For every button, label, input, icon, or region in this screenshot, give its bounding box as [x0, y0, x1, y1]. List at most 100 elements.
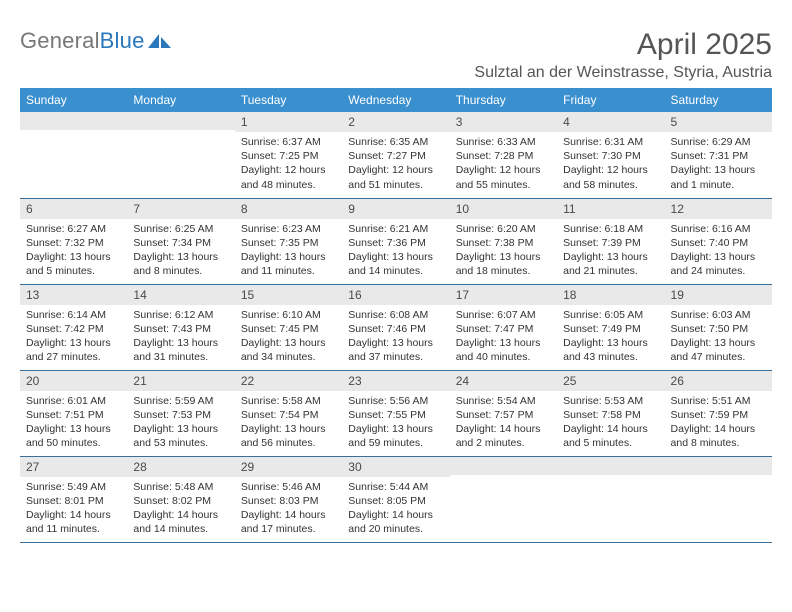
calendar-day-cell: 16Sunrise: 6:08 AMSunset: 7:46 PMDayligh…	[342, 284, 449, 370]
sunset-text: Sunset: 7:35 PM	[241, 236, 336, 250]
sunrise-text: Sunrise: 6:05 AM	[563, 308, 658, 322]
daylight-text: Daylight: 14 hours and 11 minutes.	[26, 508, 121, 536]
month-title: April 2025	[474, 28, 772, 62]
day-details: Sunrise: 6:07 AMSunset: 7:47 PMDaylight:…	[450, 305, 557, 368]
title-block: April 2025 Sulztal an der Weinstrasse, S…	[474, 28, 772, 82]
day-number: 23	[342, 371, 449, 391]
sunset-text: Sunset: 7:59 PM	[671, 408, 766, 422]
sunrise-text: Sunrise: 6:29 AM	[671, 135, 766, 149]
calendar-table: Sunday Monday Tuesday Wednesday Thursday…	[20, 88, 772, 543]
calendar-day-cell: 29Sunrise: 5:46 AMSunset: 8:03 PMDayligh…	[235, 456, 342, 542]
sunset-text: Sunset: 7:51 PM	[26, 408, 121, 422]
calendar-day-cell: 15Sunrise: 6:10 AMSunset: 7:45 PMDayligh…	[235, 284, 342, 370]
sunrise-text: Sunrise: 5:49 AM	[26, 480, 121, 494]
day-number: 7	[127, 199, 234, 219]
sunset-text: Sunset: 8:02 PM	[133, 494, 228, 508]
daylight-text: Daylight: 13 hours and 43 minutes.	[563, 336, 658, 364]
daylight-text: Daylight: 14 hours and 14 minutes.	[133, 508, 228, 536]
sunset-text: Sunset: 8:05 PM	[348, 494, 443, 508]
sunset-text: Sunset: 7:47 PM	[456, 322, 551, 336]
sunset-text: Sunset: 7:53 PM	[133, 408, 228, 422]
brand-sail-icon	[147, 32, 173, 50]
day-number: 4	[557, 112, 664, 132]
calendar-week-row: 1Sunrise: 6:37 AMSunset: 7:25 PMDaylight…	[20, 112, 772, 198]
day-details: Sunrise: 6:03 AMSunset: 7:50 PMDaylight:…	[665, 305, 772, 368]
sunset-text: Sunset: 7:30 PM	[563, 149, 658, 163]
weekday-header-row: Sunday Monday Tuesday Wednesday Thursday…	[20, 88, 772, 112]
sunset-text: Sunset: 8:03 PM	[241, 494, 336, 508]
sunrise-text: Sunrise: 6:25 AM	[133, 222, 228, 236]
day-number: 21	[127, 371, 234, 391]
day-details: Sunrise: 5:51 AMSunset: 7:59 PMDaylight:…	[665, 391, 772, 454]
calendar-day-cell: 9Sunrise: 6:21 AMSunset: 7:36 PMDaylight…	[342, 198, 449, 284]
sunset-text: Sunset: 7:46 PM	[348, 322, 443, 336]
day-details: Sunrise: 6:23 AMSunset: 7:35 PMDaylight:…	[235, 219, 342, 282]
day-number: 11	[557, 199, 664, 219]
daylight-text: Daylight: 13 hours and 47 minutes.	[671, 336, 766, 364]
calendar-day-cell	[450, 456, 557, 542]
day-details: Sunrise: 6:27 AMSunset: 7:32 PMDaylight:…	[20, 219, 127, 282]
sunrise-text: Sunrise: 6:27 AM	[26, 222, 121, 236]
sunrise-text: Sunrise: 6:03 AM	[671, 308, 766, 322]
sunset-text: Sunset: 7:36 PM	[348, 236, 443, 250]
day-details: Sunrise: 5:44 AMSunset: 8:05 PMDaylight:…	[342, 477, 449, 540]
calendar-body: 1Sunrise: 6:37 AMSunset: 7:25 PMDaylight…	[20, 112, 772, 542]
day-details: Sunrise: 6:10 AMSunset: 7:45 PMDaylight:…	[235, 305, 342, 368]
sunrise-text: Sunrise: 6:35 AM	[348, 135, 443, 149]
daylight-text: Daylight: 12 hours and 48 minutes.	[241, 163, 336, 191]
daylight-text: Daylight: 12 hours and 55 minutes.	[456, 163, 551, 191]
calendar-day-cell	[557, 456, 664, 542]
brand-name-part2: Blue	[100, 28, 145, 53]
day-details: Sunrise: 6:29 AMSunset: 7:31 PMDaylight:…	[665, 132, 772, 195]
brand-name: GeneralBlue	[20, 28, 145, 54]
calendar-head: Sunday Monday Tuesday Wednesday Thursday…	[20, 88, 772, 112]
calendar-day-cell: 6Sunrise: 6:27 AMSunset: 7:32 PMDaylight…	[20, 198, 127, 284]
sunset-text: Sunset: 7:25 PM	[241, 149, 336, 163]
day-number: 8	[235, 199, 342, 219]
day-number	[127, 112, 234, 130]
sunrise-text: Sunrise: 5:58 AM	[241, 394, 336, 408]
day-details: Sunrise: 6:31 AMSunset: 7:30 PMDaylight:…	[557, 132, 664, 195]
day-number	[450, 457, 557, 475]
sunset-text: Sunset: 7:45 PM	[241, 322, 336, 336]
day-details: Sunrise: 6:18 AMSunset: 7:39 PMDaylight:…	[557, 219, 664, 282]
day-number: 16	[342, 285, 449, 305]
day-details: Sunrise: 6:12 AMSunset: 7:43 PMDaylight:…	[127, 305, 234, 368]
calendar-day-cell: 3Sunrise: 6:33 AMSunset: 7:28 PMDaylight…	[450, 112, 557, 198]
calendar-week-row: 13Sunrise: 6:14 AMSunset: 7:42 PMDayligh…	[20, 284, 772, 370]
day-details: Sunrise: 6:16 AMSunset: 7:40 PMDaylight:…	[665, 219, 772, 282]
sunrise-text: Sunrise: 5:51 AM	[671, 394, 766, 408]
calendar-day-cell	[127, 112, 234, 198]
calendar-day-cell: 27Sunrise: 5:49 AMSunset: 8:01 PMDayligh…	[20, 456, 127, 542]
sunrise-text: Sunrise: 6:10 AM	[241, 308, 336, 322]
sunrise-text: Sunrise: 5:53 AM	[563, 394, 658, 408]
daylight-text: Daylight: 13 hours and 53 minutes.	[133, 422, 228, 450]
day-details: Sunrise: 6:01 AMSunset: 7:51 PMDaylight:…	[20, 391, 127, 454]
sunset-text: Sunset: 7:34 PM	[133, 236, 228, 250]
day-number: 12	[665, 199, 772, 219]
day-number: 26	[665, 371, 772, 391]
day-number: 30	[342, 457, 449, 477]
day-details: Sunrise: 5:53 AMSunset: 7:58 PMDaylight:…	[557, 391, 664, 454]
sunset-text: Sunset: 7:31 PM	[671, 149, 766, 163]
day-details: Sunrise: 5:46 AMSunset: 8:03 PMDaylight:…	[235, 477, 342, 540]
day-details: Sunrise: 5:49 AMSunset: 8:01 PMDaylight:…	[20, 477, 127, 540]
day-number	[20, 112, 127, 130]
sunrise-text: Sunrise: 6:01 AM	[26, 394, 121, 408]
calendar-day-cell: 12Sunrise: 6:16 AMSunset: 7:40 PMDayligh…	[665, 198, 772, 284]
calendar-day-cell: 21Sunrise: 5:59 AMSunset: 7:53 PMDayligh…	[127, 370, 234, 456]
day-details: Sunrise: 6:14 AMSunset: 7:42 PMDaylight:…	[20, 305, 127, 368]
day-number: 17	[450, 285, 557, 305]
col-wednesday: Wednesday	[342, 88, 449, 112]
page-header: GeneralBlue April 2025 Sulztal an der We…	[20, 28, 772, 82]
brand-logo: GeneralBlue	[20, 28, 173, 54]
calendar-day-cell	[20, 112, 127, 198]
sunset-text: Sunset: 7:55 PM	[348, 408, 443, 422]
daylight-text: Daylight: 13 hours and 1 minute.	[671, 163, 766, 191]
day-number: 2	[342, 112, 449, 132]
daylight-text: Daylight: 14 hours and 17 minutes.	[241, 508, 336, 536]
sunset-text: Sunset: 7:40 PM	[671, 236, 766, 250]
sunrise-text: Sunrise: 6:20 AM	[456, 222, 551, 236]
sunset-text: Sunset: 7:57 PM	[456, 408, 551, 422]
sunset-text: Sunset: 7:43 PM	[133, 322, 228, 336]
